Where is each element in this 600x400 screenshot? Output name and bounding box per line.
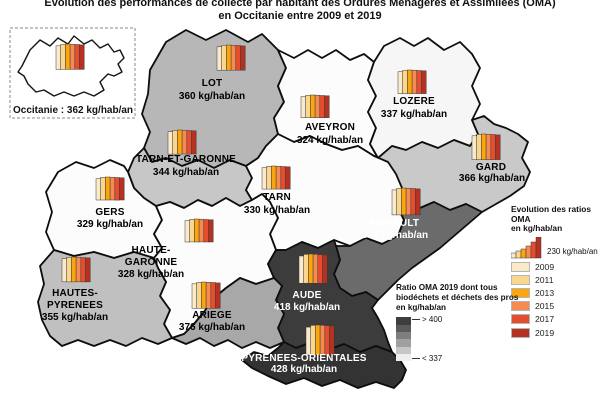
ramp-tick [412,319,420,321]
value-herault: 384 kg/hab/an [362,230,428,241]
legend-year-row: 2013 [511,288,600,299]
legend-year-row: 2009 [511,261,600,272]
legend-year-row: 2019 [511,327,600,338]
label-lot: LOT [202,78,223,89]
value-tarn-et-garonne: 344 kg/hab/an [153,167,219,178]
bar-chart-pyrenees-orientales [305,324,335,356]
bar-chart-tarn-et-garonne [167,129,197,155]
label-gers: GERS [95,207,124,218]
label-haute-garonne-2: GARONNE [125,257,178,268]
map-title: Évolution des performances de collecte p… [0,0,600,22]
bar-chart-herault [391,187,421,216]
ramp-tick [412,358,420,360]
department-shape-herault [333,189,483,301]
label-hautes-pyrenees-1: HAUTES- [52,288,98,299]
swatch-2017 [511,314,530,325]
label-tarn-et-garonne: TARN-ET-GARONNE [136,154,236,165]
year-label-2015: 2015 [535,301,555,312]
bar-chart-lozere [397,69,427,94]
bar-chart-occitanie [55,43,85,70]
bar-chart-ariege [191,281,221,309]
label-lozere: LOZERE [393,96,435,107]
label-haute-garonne-1: HAUTE- [132,245,171,256]
legend-ratio: Ratio OMA 2019 dont tous biodéchets et d… [396,283,519,363]
inset-label: Occitanie : 362 kg/hab/an [13,105,133,116]
legend-ratio-title-2: biodéchets et déchets des pros [396,292,519,302]
legend-scale-label: 230 kg/hab/an [547,246,598,256]
swatch-2019 [511,327,530,338]
bar-chart-aude [298,253,328,284]
year-label-2013: 2013 [535,288,555,299]
department-shape-pyrenees-orientales [241,341,407,389]
grayscale-ramp [396,317,411,362]
region-inset: Occitanie : 362 kg/hab/an [9,27,136,119]
value-haute-garonne: 328 kg/hab/an [118,269,184,280]
value-pyrenees-orientales: 428 kg/hab/an [271,364,337,375]
year-label-2019: 2019 [535,327,555,338]
label-tarn: TARN [263,192,291,203]
bar-chart-gard [471,133,501,160]
year-label-2017: 2017 [535,314,555,325]
ramp-max-label: > 400 [412,315,442,324]
map-title-line2: en Occitanie entre 2009 et 2019 [218,9,382,22]
department-shape-tarn [245,133,405,251]
legend-evolution: Evolution des ratios OMA en kg/hab/an 23… [511,204,600,338]
legend-ratio-title-3: en kg/hab/an [396,302,447,312]
swatch-2009 [511,261,530,272]
map-title-line1: Évolution des performances de collecte p… [44,0,556,9]
value-gers: 329 kg/hab/an [77,219,143,230]
legend-scale-bar-chart [511,236,542,258]
legend-year-row: 2011 [511,274,600,285]
label-pyrenees-orientales: PYRENEES-ORIENTALES [241,353,366,364]
value-lozere: 337 kg/hab/an [381,109,447,120]
value-hautes-pyrenees: 355 kg/hab/an [42,312,108,323]
year-label-2011: 2011 [535,274,554,285]
swatch-2011 [511,274,530,285]
label-aude: AUDE [292,290,321,301]
value-lot: 360 kg/hab/an [179,91,245,102]
legend-year-row: 2015 [511,301,600,312]
year-label-2009: 2009 [535,261,555,272]
label-hautes-pyrenees-2: PYRENEES [47,300,103,311]
legend-evolution-title-1: Evolution des ratios OMA [511,204,592,224]
value-gard: 366 kg/hab/an [459,173,525,184]
bar-chart-hautes-pyrenees [61,256,91,283]
bar-chart-tarn [261,165,291,190]
bar-chart-gers [95,176,125,201]
legend-ratio-title-1: Ratio OMA 2019 dont tous [396,283,498,292]
legend-year-row: 2017 [511,314,600,325]
bar-chart-lot [216,44,246,71]
label-ariege: ARIEGE [192,310,232,321]
value-aude: 418 kg/hab/an [274,302,340,313]
value-ariege: 376 kg/hab/an [179,322,245,333]
legend-evolution-title-2: en kg/hab/an [511,223,563,233]
bar-chart-aveyron [300,94,330,118]
label-gard: GARD [476,162,506,173]
value-aveyron: 324 kg/hab/an [297,135,363,146]
value-tarn: 330 kg/hab/an [244,205,310,216]
ramp-min-label: < 337 [412,354,442,363]
label-aveyron: AVEYRON [305,122,355,133]
swatch-2013 [511,288,530,299]
swatch-2015 [511,301,530,312]
bar-chart-haute-garonne [184,218,214,243]
label-herault: HERAULT [371,218,419,229]
